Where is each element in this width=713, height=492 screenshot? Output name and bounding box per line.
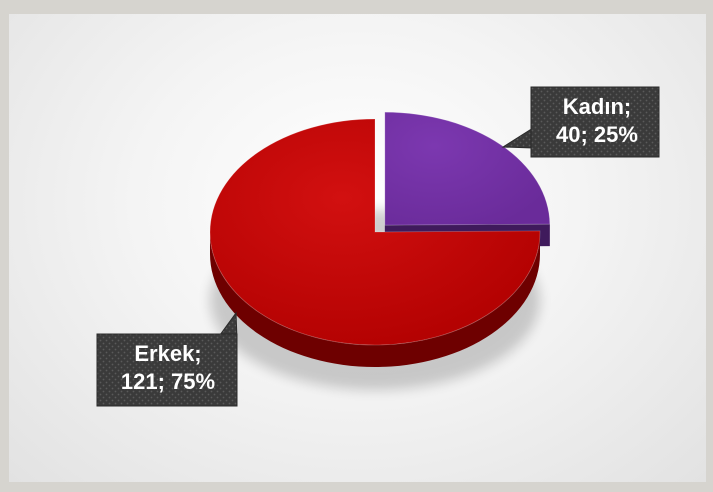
- slices-layer: [209, 111, 551, 367]
- pie-slice-kadın: [384, 111, 551, 226]
- callouts-layer: [96, 86, 660, 407]
- pie-slice-erkek: [209, 118, 541, 346]
- callout-pointer-kadın: [501, 127, 534, 149]
- callout-box-kadın: [530, 86, 660, 158]
- callout-box-erkek: [96, 333, 238, 407]
- pie-slice-side-erkek: [210, 232, 540, 367]
